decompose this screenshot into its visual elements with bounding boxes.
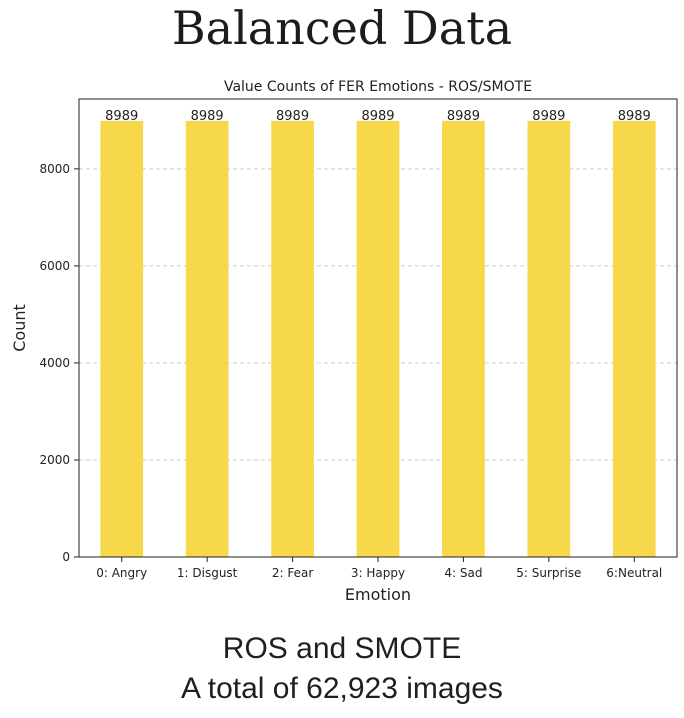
slide-title: Balanced Data xyxy=(171,1,513,55)
bar-data-label: 8989 xyxy=(191,109,224,124)
caption-line-1: ROS and SMOTE xyxy=(222,632,462,665)
y-axis-label: Count xyxy=(10,304,29,352)
x-tick-label: 5: Surprise xyxy=(516,566,581,580)
bar-data-label: 8989 xyxy=(276,109,309,124)
y-tick-label: 2000 xyxy=(39,453,70,467)
x-tick-label: 6:Neutral xyxy=(606,566,662,580)
bar xyxy=(356,120,400,557)
bar-data-label: 8989 xyxy=(618,109,651,124)
bar xyxy=(271,120,314,557)
y-tick-label: 4000 xyxy=(39,356,70,370)
x-axis-label: Emotion xyxy=(345,585,411,604)
bar-data-label: 8989 xyxy=(105,109,138,124)
bar-data-label: 8989 xyxy=(532,109,565,124)
bars xyxy=(100,120,656,557)
x-tick-label: 2: Fear xyxy=(272,566,313,580)
y-axis-ticks: 0 2000 4000 6000 8000 xyxy=(39,162,79,564)
chart-title: Value Counts of FER Emotions - ROS/SMOTE xyxy=(224,79,532,95)
grid-lines xyxy=(79,168,677,461)
caption-line-2: A total of 62,923 images xyxy=(181,672,503,705)
y-tick-label: 6000 xyxy=(39,259,70,273)
data-labels: 8989 8989 8989 8989 8989 8989 8989 xyxy=(105,109,651,124)
bar xyxy=(185,120,229,557)
bar-data-label: 8989 xyxy=(361,109,394,124)
y-tick-label: 0 xyxy=(62,550,70,564)
bar xyxy=(527,120,571,557)
bar-data-label: 8989 xyxy=(447,109,480,124)
x-tick-label: 0: Angry xyxy=(96,566,147,580)
bar xyxy=(612,120,656,557)
bar xyxy=(100,120,144,557)
x-axis-ticks: 0: Angry 1: Disgust 2: Fear 3: Happy 4: Sad 5… xyxy=(96,557,662,580)
y-tick-label: 8000 xyxy=(39,162,70,176)
x-tick-label: 1: Disgust xyxy=(177,566,238,580)
plot-frame xyxy=(78,98,678,558)
x-tick-label: 3: Happy xyxy=(351,566,405,580)
bar-chart: Value Counts of FER Emotions - ROS/SMOTE… xyxy=(10,79,678,604)
bar xyxy=(442,120,485,557)
x-tick-label: 4: Sad xyxy=(444,566,482,580)
